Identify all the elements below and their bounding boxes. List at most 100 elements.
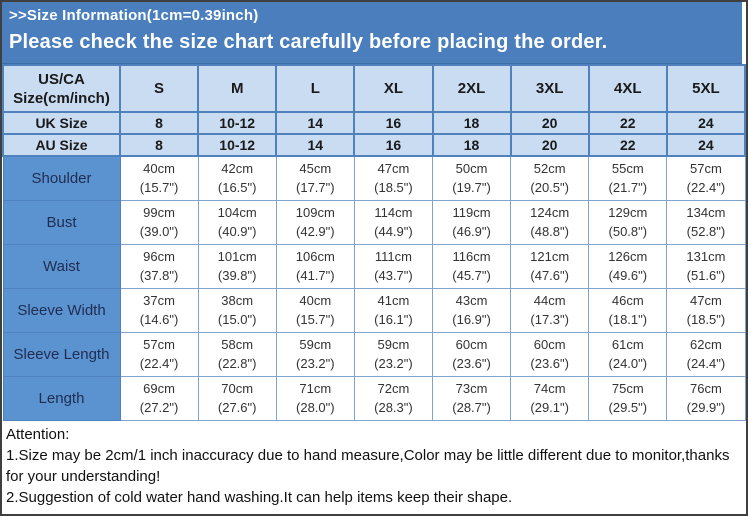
attention-note-2: 2.Suggestion of cold water hand washing.… [6, 488, 513, 506]
attention-section: Attention: 1.Size may be 2cm/1 inch inac… [2, 420, 746, 508]
uk-size-cell: 10-12 [197, 111, 278, 135]
measurement-cell: 44cm (17.3") [510, 287, 590, 333]
attention-heading: Attention: [6, 425, 70, 443]
uk-size-cell: 24 [665, 111, 746, 135]
measurement-cell: 41cm (16.1") [353, 287, 434, 333]
size-col-header: L [275, 64, 356, 113]
au-size-cell: 20 [509, 133, 590, 157]
length-row: Length 69cm (27.2") 70cm (27.6") 71cm (2… [2, 375, 746, 421]
measurement-cell: 73cm (28.7") [431, 375, 512, 421]
measurement-cell: 40cm (15.7") [119, 155, 199, 201]
corner-line1: US/CA [38, 70, 85, 88]
uk-size-cell: 22 [587, 111, 668, 135]
measurement-cell: 71cm (28.0") [275, 375, 355, 421]
size-col-header: XL [353, 64, 434, 113]
measurement-cell: 38cm (15.0") [197, 287, 277, 333]
au-size-row-label: AU Size [2, 133, 121, 157]
au-size-cell: 8 [118, 133, 200, 157]
measurement-cell: 60cm (23.6") [510, 331, 590, 377]
sleeve-length-row: Sleeve Length 57cm (22.4") 58cm (22.8") … [2, 331, 746, 377]
measurement-cell: 55cm (21.7") [588, 155, 668, 201]
uk-size-row: UK Size 8 10-12 14 16 18 20 22 24 [2, 111, 746, 135]
measurement-cell: 109cm (42.9") [275, 199, 355, 245]
banner-subtitle: Please check the size chart carefully be… [9, 31, 608, 53]
banner-title: >>Size Information(1cm=0.39inch) [9, 7, 259, 24]
size-header-row: US/CA Size(cm/inch) S M L XL 2XL 3XL 4XL… [2, 64, 746, 113]
measurement-cell: 43cm (16.9") [431, 287, 512, 333]
measurement-label: Length [2, 375, 121, 421]
measurement-cell: 37cm (14.6") [119, 287, 199, 333]
attention-note-1: 1.Size may be 2cm/1 inch inaccuracy due … [6, 446, 730, 485]
banner: >>Size Information(1cm=0.39inch) Please … [2, 2, 742, 64]
measurement-cell: 57cm (22.4") [119, 331, 199, 377]
uk-size-row-label: UK Size [2, 111, 121, 135]
size-col-header: 5XL [665, 64, 746, 113]
measurement-cell: 99cm (39.0") [119, 199, 199, 245]
measurement-cell: 131cm (51.6") [666, 243, 746, 289]
measurement-cell: 58cm (22.8") [197, 331, 277, 377]
au-size-cell: 24 [665, 133, 746, 157]
measurement-label: Shoulder [2, 155, 121, 201]
size-col-header: 3XL [509, 64, 590, 113]
measurement-label: Sleeve Width [2, 287, 121, 333]
measurement-cell: 72cm (28.3") [353, 375, 434, 421]
measurement-cell: 114cm (44.9") [353, 199, 434, 245]
size-col-header: 4XL [587, 64, 668, 113]
measurement-cell: 57cm (22.4") [666, 155, 746, 201]
size-col-header: S [118, 64, 200, 113]
measurement-cell: 126cm (49.6") [588, 243, 668, 289]
measurement-cell: 47cm (18.5") [353, 155, 434, 201]
measurement-cell: 47cm (18.5") [666, 287, 746, 333]
measurement-cell: 96cm (37.8") [119, 243, 199, 289]
shoulder-row: Shoulder 40cm (15.7") 42cm (16.5") 45cm … [2, 155, 746, 201]
measurement-cell: 61cm (24.0") [588, 331, 668, 377]
uk-size-cell: 18 [431, 111, 512, 135]
measurement-cell: 59cm (23.2") [353, 331, 434, 377]
corner-line2: Size(cm/inch) [13, 89, 110, 107]
measurement-cell: 106cm (41.7") [275, 243, 355, 289]
measurement-cell: 116cm (45.7") [431, 243, 512, 289]
uk-size-cell: 8 [118, 111, 200, 135]
size-col-header: 2XL [431, 64, 512, 113]
measurement-label: Sleeve Length [2, 331, 121, 377]
corner-header-cell: US/CA Size(cm/inch) [2, 64, 121, 113]
measurement-cell: 129cm (50.8") [588, 199, 668, 245]
uk-size-cell: 16 [353, 111, 434, 135]
measurement-label: Bust [2, 199, 121, 245]
measurement-cell: 119cm (46.9") [431, 199, 512, 245]
measurement-cell: 45cm (17.7") [275, 155, 355, 201]
uk-size-cell: 14 [275, 111, 356, 135]
measurement-cell: 104cm (40.9") [197, 199, 277, 245]
measurement-label: Waist [2, 243, 121, 289]
waist-row: Waist 96cm (37.8") 101cm (39.8") 106cm (… [2, 243, 746, 289]
au-size-row: AU Size 8 10-12 14 16 18 20 22 24 [2, 133, 746, 157]
measurement-cell: 69cm (27.2") [119, 375, 199, 421]
size-chart-table: US/CA Size(cm/inch) S M L XL 2XL 3XL 4XL… [2, 64, 746, 421]
measurement-cell: 76cm (29.9") [666, 375, 746, 421]
measurement-cell: 62cm (24.4") [666, 331, 746, 377]
measurement-cell: 111cm (43.7") [353, 243, 434, 289]
uk-size-cell: 20 [509, 111, 590, 135]
measurement-cell: 124cm (48.8") [510, 199, 590, 245]
measurement-cell: 40cm (15.7") [275, 287, 355, 333]
au-size-cell: 18 [431, 133, 512, 157]
measurement-cell: 121cm (47.6") [510, 243, 590, 289]
au-size-cell: 22 [587, 133, 668, 157]
sleeve-width-row: Sleeve Width 37cm (14.6") 38cm (15.0") 4… [2, 287, 746, 333]
measurement-cell: 42cm (16.5") [197, 155, 277, 201]
measurement-cell: 75cm (29.5") [588, 375, 668, 421]
au-size-cell: 10-12 [197, 133, 278, 157]
au-size-cell: 14 [275, 133, 356, 157]
measurement-cell: 101cm (39.8") [197, 243, 277, 289]
measurement-cell: 50cm (19.7") [431, 155, 512, 201]
measurement-cell: 46cm (18.1") [588, 287, 668, 333]
measurement-cell: 52cm (20.5") [510, 155, 590, 201]
measurement-cell: 134cm (52.8") [666, 199, 746, 245]
size-col-header: M [197, 64, 278, 113]
bust-row: Bust 99cm (39.0") 104cm (40.9") 109cm (4… [2, 199, 746, 245]
au-size-cell: 16 [353, 133, 434, 157]
measurement-cell: 70cm (27.6") [197, 375, 277, 421]
measurement-cell: 74cm (29.1") [510, 375, 590, 421]
measurement-cell: 59cm (23.2") [275, 331, 355, 377]
